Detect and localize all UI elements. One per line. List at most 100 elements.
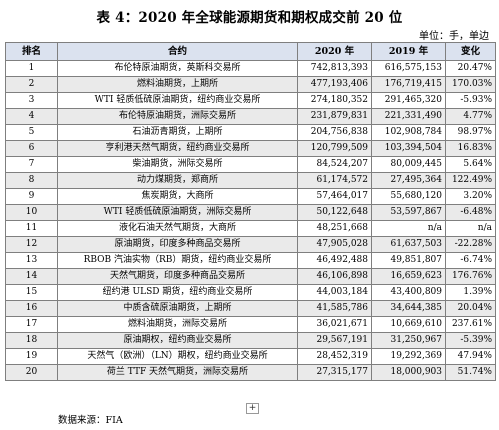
table-row: 5 石油沥青期货，上期所 204,756,838 102,908,784 98.97% bbox=[5, 124, 496, 141]
change-cell: 176.76% bbox=[445, 268, 496, 285]
value-2019-cell: 176,719,415 bbox=[371, 76, 446, 93]
rank-cell: 8 bbox=[5, 172, 58, 189]
rank-cell: 1 bbox=[5, 60, 58, 77]
change-cell: 98.97% bbox=[445, 124, 496, 141]
change-cell: -22.28% bbox=[445, 236, 496, 253]
contract-cell: 石油沥青期货，上期所 bbox=[57, 124, 298, 141]
change-cell: 47.94% bbox=[445, 348, 496, 365]
value-2019-cell: 53,597,867 bbox=[371, 204, 446, 221]
contract-cell: 天然气（欧洲）（LN）期权，纽约商业交易所 bbox=[57, 348, 298, 365]
table-row: 7 柴油期货，洲际交易所 84,524,207 80,009,445 5.64% bbox=[5, 156, 496, 173]
value-2020-cell: 44,003,184 bbox=[297, 284, 372, 301]
value-2019-cell: 10,669,610 bbox=[371, 316, 446, 333]
value-2020-cell: 742,813,393 bbox=[297, 60, 372, 77]
value-2020-cell: 477,193,406 bbox=[297, 76, 372, 93]
rank-cell: 9 bbox=[5, 188, 58, 205]
table-row: 4 布伦特原油期货，洲际交易所 231,879,831 221,331,490 4.77… bbox=[5, 108, 496, 125]
table-row: 2 燃料油期货，上期所 477,193,406 176,719,415 170.03% bbox=[5, 76, 496, 93]
change-cell: 122.49% bbox=[445, 172, 496, 189]
value-2019-cell: 27,495,364 bbox=[371, 172, 446, 189]
table-row: 3 WTI 轻质低硫原油期货，纽约商业交易所 274,180,352 291,465,… bbox=[5, 92, 496, 109]
change-cell: -6.48% bbox=[445, 204, 496, 221]
value-2019-cell: 31,250,967 bbox=[371, 332, 446, 349]
header-contract: 合约 bbox=[57, 42, 298, 61]
contract-cell: 柴油期货，洲际交易所 bbox=[57, 156, 298, 173]
value-2020-cell: 204,756,838 bbox=[297, 124, 372, 141]
rank-cell: 14 bbox=[5, 268, 58, 285]
rank-cell: 15 bbox=[5, 284, 58, 301]
value-2020-cell: 36,021,671 bbox=[297, 316, 372, 333]
contract-cell: 中质含硫原油期货，上期所 bbox=[57, 300, 298, 317]
table-row: 8 动力煤期货，郑商所 61,174,572 27,495,364 122.49% bbox=[5, 172, 496, 189]
contract-cell: 布伦特原油期货，英斯科交易所 bbox=[57, 60, 298, 77]
contract-cell: WTI 轻质低硫原油期货，洲际交易所 bbox=[57, 204, 298, 221]
table-row: 13 RBOB 汽油实物（RB）期货，纽约商业交易所 46,492,488 49,85… bbox=[5, 252, 496, 269]
table-row: 20 荷兰 TTF 天然气期货，洲际交易所 27,315,177 18,000,903… bbox=[5, 364, 496, 381]
change-cell: 3.20% bbox=[445, 188, 496, 205]
table-row: 12 原油期货，印度多种商品交易所 47,905,028 61,637,503 -22.… bbox=[5, 236, 496, 253]
table-row: 10 WTI 轻质低硫原油期货，洲际交易所 50,122,648 53,597,867… bbox=[5, 204, 496, 221]
header-change: 变化 bbox=[445, 42, 496, 61]
contract-cell: 亨利港天然气期货，纽约商业交易所 bbox=[57, 140, 298, 157]
change-cell: -5.39% bbox=[445, 332, 496, 349]
value-2020-cell: 46,106,898 bbox=[297, 268, 372, 285]
value-2020-cell: 61,174,572 bbox=[297, 172, 372, 189]
contract-cell: 荷兰 TTF 天然气期货，洲际交易所 bbox=[57, 364, 298, 381]
table-row: 18 原油期权，纽约商业交易所 29,567,191 31,250,967 -5.39% bbox=[5, 332, 496, 349]
table-header-row: 排名 合约 2020 年 2019 年 变化 bbox=[5, 42, 496, 61]
rank-cell: 11 bbox=[5, 220, 58, 237]
table-row: 15 纽约港 ULSD 期货，纽约商业交易所 44,003,184 43,400,80… bbox=[5, 284, 496, 301]
expand-table-button[interactable]: + bbox=[246, 403, 259, 414]
value-2020-cell: 48,251,668 bbox=[297, 220, 372, 237]
value-2020-cell: 27,315,177 bbox=[297, 364, 372, 381]
rank-cell: 10 bbox=[5, 204, 58, 221]
change-cell: 4.77% bbox=[445, 108, 496, 125]
contract-cell: 燃料油期货，上期所 bbox=[57, 76, 298, 93]
value-2019-cell: 80,009,445 bbox=[371, 156, 446, 173]
contract-cell: 焦炭期货，大商所 bbox=[57, 188, 298, 205]
value-2020-cell: 120,799,509 bbox=[297, 140, 372, 157]
rank-cell: 12 bbox=[5, 236, 58, 253]
value-2019-cell: 102,908,784 bbox=[371, 124, 446, 141]
value-2020-cell: 57,464,017 bbox=[297, 188, 372, 205]
contract-cell: 布伦特原油期货，洲际交易所 bbox=[57, 108, 298, 125]
contract-cell: 原油期货，印度多种商品交易所 bbox=[57, 236, 298, 253]
value-2020-cell: 46,492,488 bbox=[297, 252, 372, 269]
table-row: 14 天然气期货，印度多种商品交易所 46,106,898 16,659,623 176… bbox=[5, 268, 496, 285]
contract-cell: 纽约港 ULSD 期货，纽约商业交易所 bbox=[57, 284, 298, 301]
source-note: 数据来源：FIA bbox=[58, 415, 123, 426]
table-row: 1 布伦特原油期货，英斯科交易所 742,813,393 616,575,153 20.… bbox=[5, 60, 496, 77]
rank-cell: 5 bbox=[5, 124, 58, 141]
rank-cell: 13 bbox=[5, 252, 58, 269]
rank-cell: 6 bbox=[5, 140, 58, 157]
value-2019-cell: 43,400,809 bbox=[371, 284, 446, 301]
rank-cell: 16 bbox=[5, 300, 58, 317]
value-2020-cell: 28,452,319 bbox=[297, 348, 372, 365]
change-cell: 170.03% bbox=[445, 76, 496, 93]
rank-cell: 7 bbox=[5, 156, 58, 173]
change-cell: -6.74% bbox=[445, 252, 496, 269]
value-2019-cell: 18,000,903 bbox=[371, 364, 446, 381]
value-2020-cell: 84,524,207 bbox=[297, 156, 372, 173]
value-2019-cell: 616,575,153 bbox=[371, 60, 446, 77]
value-2020-cell: 29,567,191 bbox=[297, 332, 372, 349]
change-cell: -5.93% bbox=[445, 92, 496, 109]
contract-cell: RBOB 汽油实物（RB）期货，纽约商业交易所 bbox=[57, 252, 298, 269]
rank-cell: 4 bbox=[5, 108, 58, 125]
value-2020-cell: 47,905,028 bbox=[297, 236, 372, 253]
value-2019-cell: 103,394,504 bbox=[371, 140, 446, 157]
table-row: 9 焦炭期货，大商所 57,464,017 55,680,120 3.20% bbox=[5, 188, 496, 205]
value-2019-cell: 19,292,369 bbox=[371, 348, 446, 365]
change-cell: 20.47% bbox=[445, 60, 496, 77]
contract-cell: 燃料油期货，洲际交易所 bbox=[57, 316, 298, 333]
contract-cell: 动力煤期货，郑商所 bbox=[57, 172, 298, 189]
table-row: 16 中质含硫原油期货，上期所 41,585,786 34,644,385 20.04% bbox=[5, 300, 496, 317]
rank-cell: 19 bbox=[5, 348, 58, 365]
table-title: 表 4：2020 年全球能源期货和期权成交前 20 位 bbox=[96, 10, 403, 26]
contract-cell: 原油期权，纽约商业交易所 bbox=[57, 332, 298, 349]
value-2020-cell: 41,585,786 bbox=[297, 300, 372, 317]
rank-cell: 18 bbox=[5, 332, 58, 349]
value-2019-cell: 61,637,503 bbox=[371, 236, 446, 253]
rank-cell: 2 bbox=[5, 76, 58, 93]
value-2020-cell: 231,879,831 bbox=[297, 108, 372, 125]
